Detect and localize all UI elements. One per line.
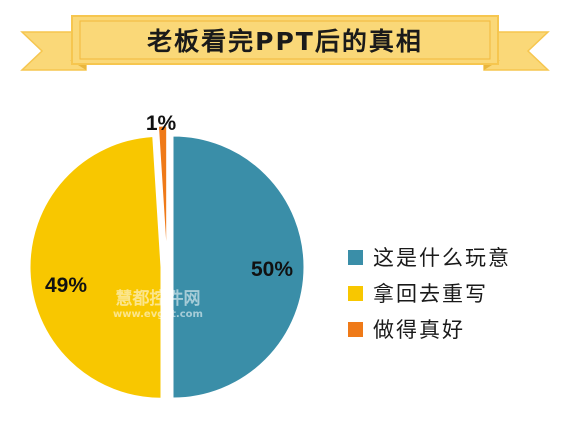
slice-rewrite-label: 49%	[45, 274, 87, 297]
legend-label: 做得真好	[373, 318, 465, 342]
legend-swatch	[348, 285, 363, 301]
legend-item: 做得真好	[348, 311, 563, 347]
banner-inner-border	[79, 20, 491, 60]
slice-rewrite	[29, 135, 162, 399]
legend-label: 这是什么玩意	[373, 246, 511, 270]
legend-swatch	[348, 249, 363, 265]
slice-well-done-label: 1%	[146, 112, 177, 135]
chart-legend: 这是什么玩意 拿回去重写做得真好	[348, 239, 563, 347]
legend-item: 拿回去重写	[348, 275, 563, 311]
slice-this-is-what	[172, 135, 305, 399]
legend-item: 这是什么玩意	[348, 239, 563, 275]
slice-this-is-what-label: 50%	[251, 258, 293, 281]
legend-swatch	[348, 321, 363, 337]
banner-band	[71, 15, 499, 65]
banner-title: 老板看完PPT后的真相	[147, 27, 423, 56]
title-banner	[20, 15, 550, 71]
slice-well-done	[157, 125, 168, 258]
legend-label: 拿回去重写	[373, 282, 488, 306]
